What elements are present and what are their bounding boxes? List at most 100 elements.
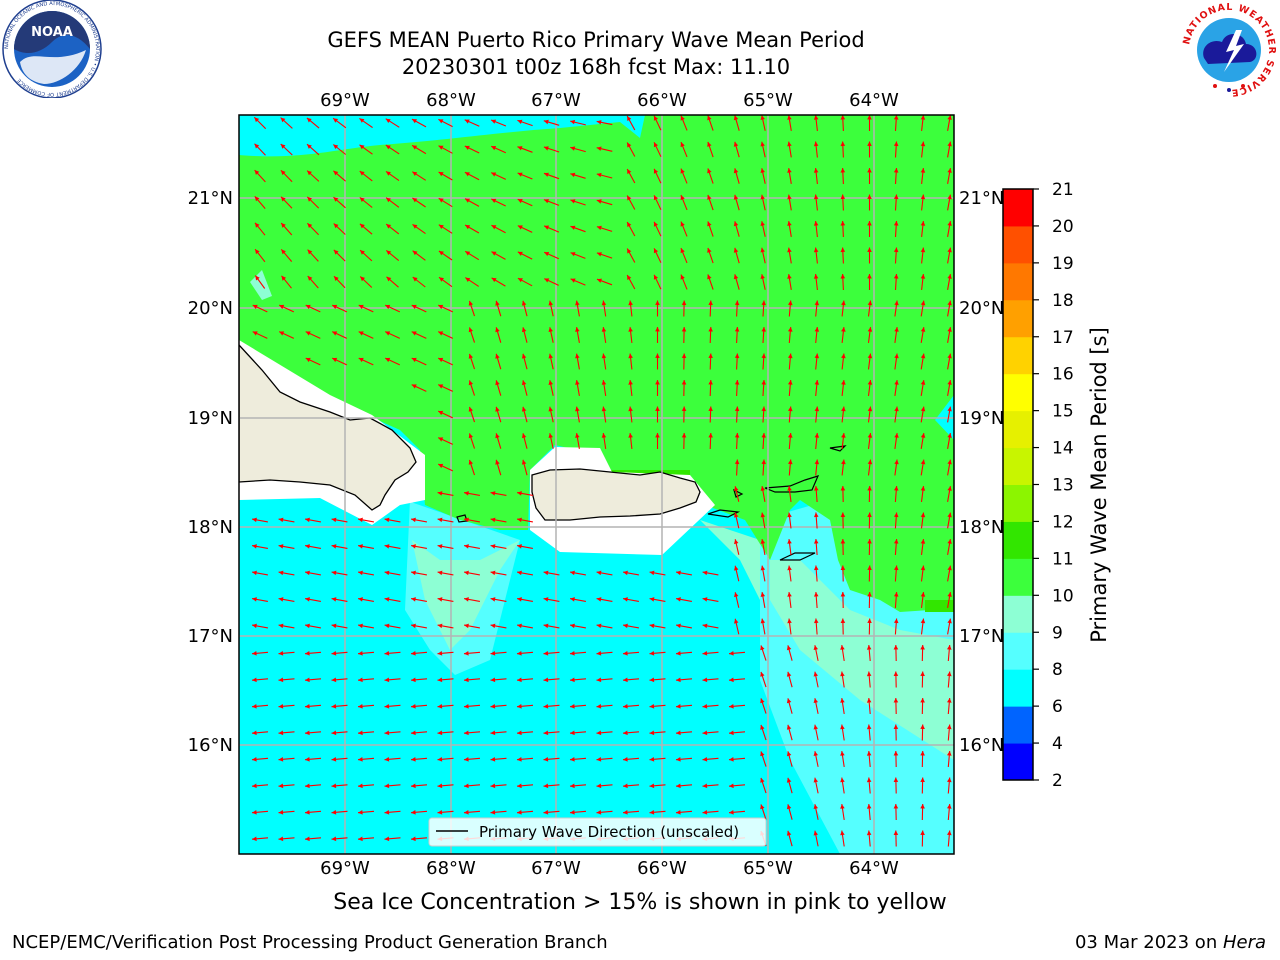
wave-arrow-head (707, 274, 712, 280)
wave-arrow-head (437, 730, 443, 736)
wave-arrow-head (681, 353, 687, 358)
wave-arrow-head (814, 327, 820, 332)
wave-arrow-head (543, 623, 549, 629)
wave-arrow-head (278, 810, 284, 815)
wave-arrow-head (360, 276, 365, 282)
wave-arrow-head (548, 353, 553, 359)
wave-arrow-head (255, 249, 260, 255)
wave-arrow-head (570, 225, 576, 230)
wave-arrow-head (495, 300, 500, 306)
wave-arrow-head (570, 199, 576, 204)
wave-arrow-head (760, 141, 765, 147)
wave-arrow-head (814, 406, 820, 412)
wave-arrow-head (254, 143, 260, 149)
wave-arrow-head (596, 172, 602, 178)
wave-arrow-head (840, 274, 846, 279)
wave-arrow-head (867, 539, 872, 544)
lon-label-top: 67°W (531, 90, 581, 111)
wave-arrow-head (920, 247, 926, 253)
wave-arrow-head (305, 704, 310, 709)
wave-arrow-head (814, 380, 820, 385)
wave-arrow-head (411, 623, 416, 629)
colorbar-tick-label: 18 (1052, 291, 1074, 311)
wave-arrow-head (386, 276, 392, 282)
wave-arrow-head (575, 353, 580, 359)
wave-arrow-head (787, 592, 792, 597)
wave-arrow-head (649, 810, 655, 815)
wave-arrow-head (920, 300, 926, 306)
wave-arrow-head (570, 704, 575, 709)
wave-arrow-head (495, 459, 500, 465)
wave-arrow-head (596, 623, 602, 629)
wave-arrow-head (787, 618, 792, 624)
wave-arrow-head (623, 810, 628, 815)
lon-label-top: 66°W (637, 90, 687, 111)
wave-arrow-head (733, 115, 739, 121)
wave-arrow-head (252, 810, 257, 815)
wave-arrow-head (894, 565, 899, 571)
wave-arrow-head (358, 357, 364, 363)
wave-arrow-head (278, 836, 284, 842)
wave-arrow-head (411, 836, 416, 842)
wave-arrow-head (708, 380, 713, 385)
wave-arrow-head (707, 194, 712, 200)
wave-arrow-head (866, 645, 872, 650)
wave-arrow-head (384, 757, 390, 762)
wave-arrow-head (278, 570, 284, 576)
wave-arrow-head (278, 783, 284, 789)
wave-arrow-head (490, 491, 496, 496)
wave-arrow-head (358, 623, 363, 629)
wave-arrow-head (649, 677, 655, 683)
wave-arrow-head (813, 751, 818, 756)
colorbar-segment (1003, 558, 1033, 596)
wave-arrow-head (596, 120, 602, 125)
wave-arrow-head (680, 274, 685, 280)
wave-arrow-head (597, 278, 602, 283)
lat-label-right: 17°N (959, 626, 1004, 647)
wave-arrow-head (490, 623, 496, 629)
colorbar-tick-label: 19 (1052, 254, 1074, 274)
wave-arrow-head (331, 783, 337, 789)
wave-arrow-head (814, 459, 820, 465)
wave-arrow-head (331, 730, 337, 736)
colorbar-segment (1003, 225, 1033, 264)
wave-arrow-head (517, 623, 522, 629)
wave-arrow-head (920, 777, 925, 782)
wave-arrow-head (681, 327, 687, 332)
wave-arrow-head (893, 698, 899, 703)
wave-arrow-head (278, 597, 284, 602)
lon-label-bottom: 69°W (320, 858, 370, 879)
wave-arrow-head (761, 406, 766, 412)
wave-arrow-head (254, 117, 260, 123)
wave-arrow-head (305, 544, 310, 549)
wave-arrow-head (840, 804, 845, 809)
wave-arrow-head (252, 757, 257, 762)
wave-arrow-head (867, 274, 872, 279)
wave-arrow-head (920, 115, 926, 120)
wave-arrow-head (729, 704, 734, 709)
wave-arrow-head (521, 300, 527, 306)
wave-arrow-head (867, 168, 872, 173)
wave-arrow-head (947, 274, 952, 279)
wave-arrow-head (411, 304, 417, 310)
lat-label-left: 19°N (188, 408, 233, 429)
wave-arrow-head (601, 406, 607, 412)
wave-arrow-head (787, 274, 792, 279)
wave-arrow-head (490, 677, 496, 683)
wave-arrow-head (649, 730, 655, 736)
wave-arrow-head (649, 704, 655, 709)
wave-arrow-head (649, 570, 655, 576)
wave-arrow-head (411, 331, 417, 336)
wave-arrow-head (596, 597, 602, 602)
wave-arrow-head (305, 517, 310, 523)
period-field-aquamarine-3 (700, 520, 760, 600)
wave-arrow-head (734, 459, 740, 465)
wave-arrow-head (729, 757, 734, 762)
colorbar-tick-label: 20 (1052, 217, 1074, 237)
wave-arrow-head (676, 651, 681, 656)
wave-arrow-head (307, 170, 312, 176)
wave-arrow-head (813, 645, 818, 650)
wave-arrow-head (490, 517, 496, 523)
wave-arrow-head (760, 804, 765, 810)
wave-arrow-head (331, 836, 337, 842)
